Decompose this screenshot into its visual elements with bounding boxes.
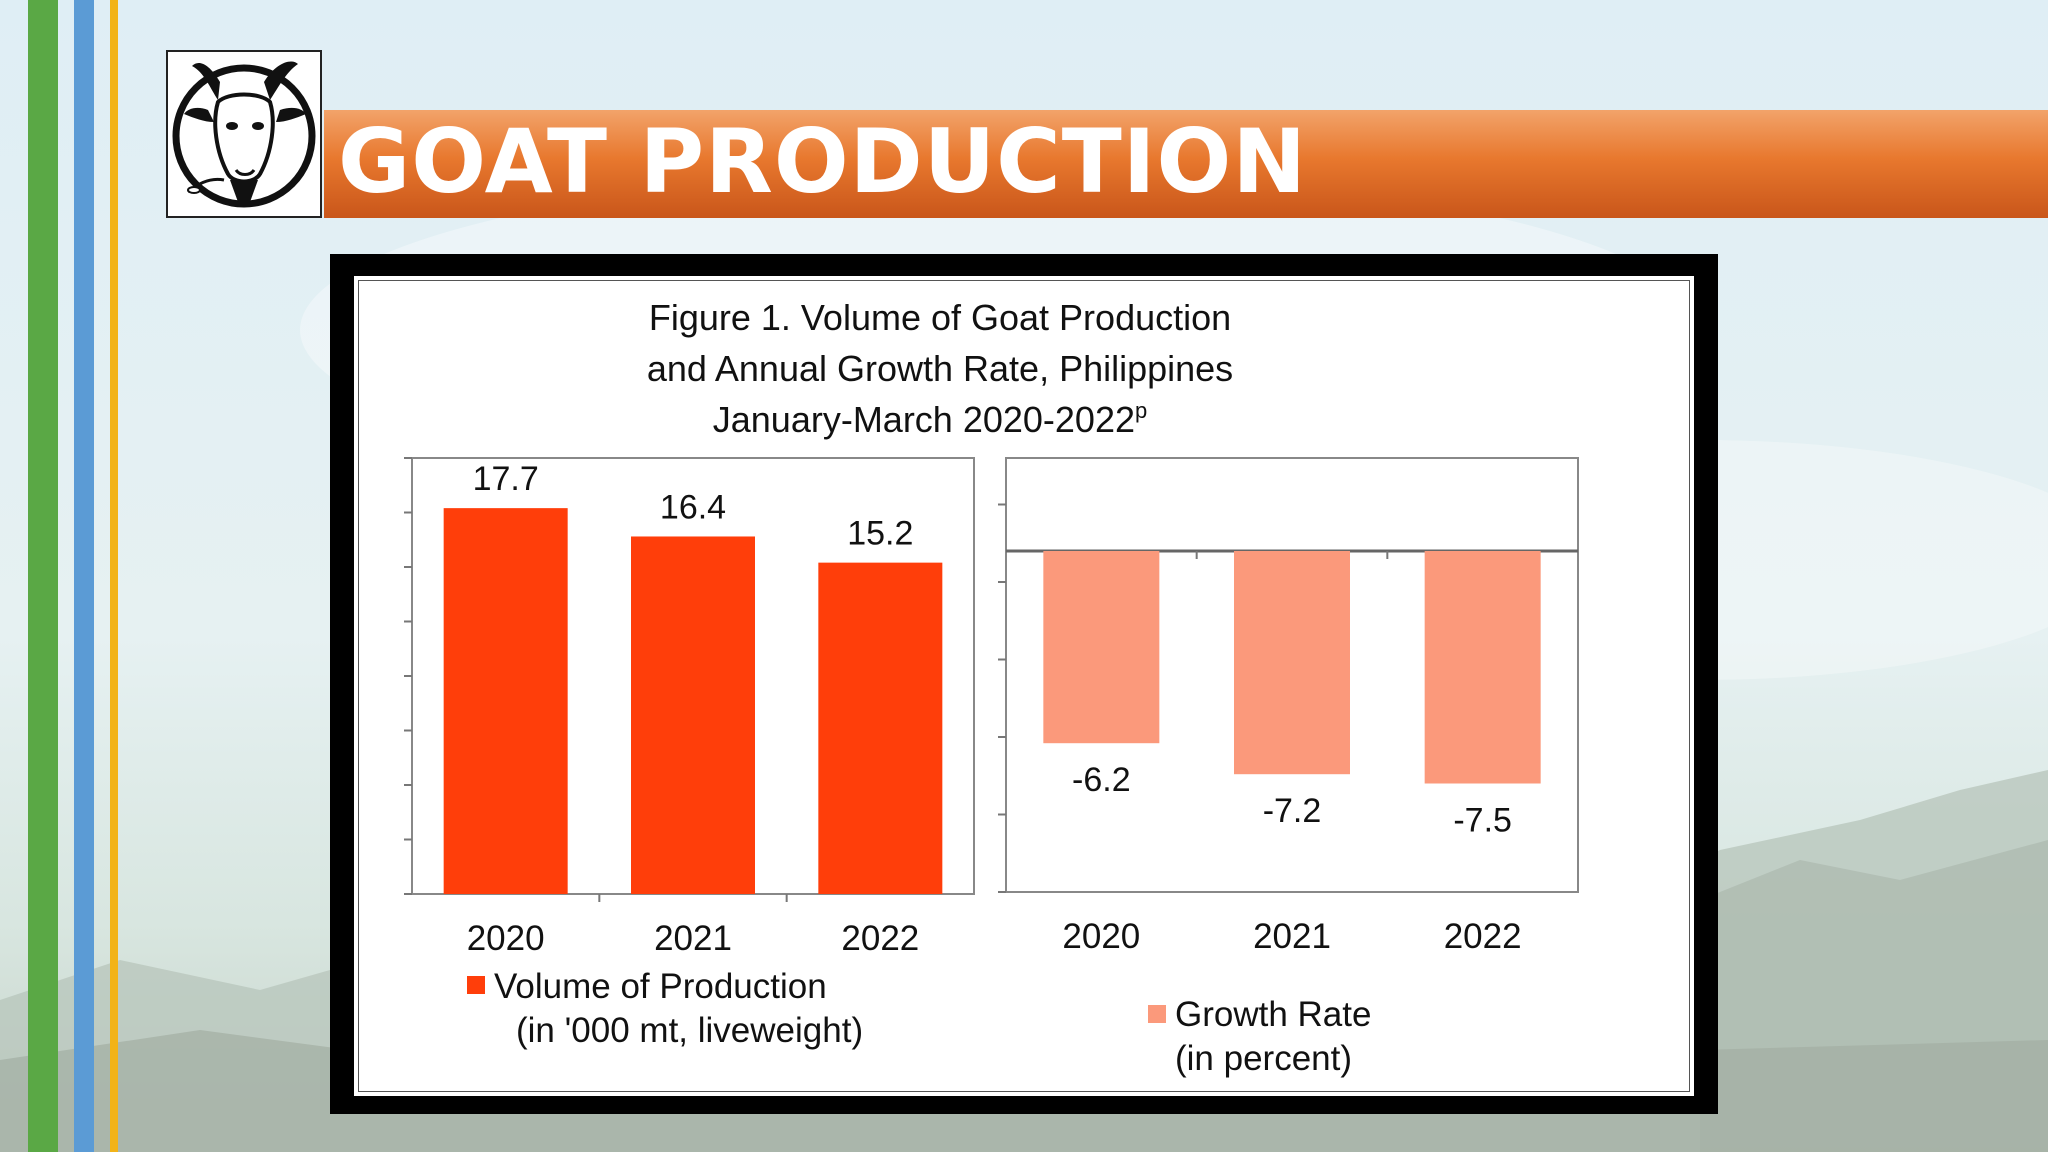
volume-chart: 17.7 2020 16.4 2021 15.2 2022	[404, 457, 975, 958]
figure-title-line-2: and Annual Growth Rate, Philippines	[647, 348, 1233, 389]
volume-category-label-2022: 2022	[841, 919, 919, 958]
volume-data-label-2021: 16.4	[660, 488, 726, 526]
volume-legend-swatch	[467, 976, 485, 994]
growth-legend-line-2: (in percent)	[1175, 1039, 1352, 1078]
growth-bar-2021	[1234, 551, 1350, 775]
figure-title-line-3-main: January-March 2020-2022	[713, 399, 1135, 440]
growth-category-label-2020: 2020	[1062, 917, 1140, 956]
growth-rate-chart: -6.2 2020 -7.2 2021 -7.5 2022	[998, 457, 1579, 956]
volume-data-label-2020: 17.7	[473, 460, 539, 498]
growth-legend-swatch	[1148, 1005, 1166, 1023]
growth-legend-line-1: Growth Rate	[1175, 995, 1371, 1034]
page-title: GOAT PRODUCTION	[338, 110, 1307, 213]
volume-data-label-2022: 15.2	[847, 515, 913, 553]
volume-bar-2022	[818, 562, 943, 894]
goat-head-icon	[172, 61, 316, 208]
figure-title-line-3: January-March 2020-2022p	[713, 398, 1148, 440]
growth-category-label-2022: 2022	[1444, 917, 1522, 956]
figure-title-superscript: p	[1135, 398, 1147, 423]
volume-legend-line-2: (in '000 mt, liveweight)	[516, 1011, 863, 1050]
growth-category-label-2021: 2021	[1253, 917, 1331, 956]
growth-data-label-2020: -6.2	[1072, 761, 1131, 799]
volume-legend: Volume of Production (in '000 mt, livewe…	[467, 967, 863, 1050]
volume-bar-2021	[631, 536, 755, 894]
figure-border	[358, 280, 1690, 1092]
volume-category-label-2021: 2021	[654, 919, 732, 958]
title-band	[324, 110, 2048, 218]
figure-title-line-1: Figure 1. Volume of Goat Production	[649, 297, 1231, 338]
accent-stripe-yellow	[110, 0, 118, 1152]
volume-category-label-2020: 2020	[467, 919, 545, 958]
growth-bar-2022	[1424, 551, 1541, 784]
growth-legend: Growth Rate (in percent)	[1148, 995, 1371, 1078]
volume-legend-line-1: Volume of Production	[494, 967, 827, 1006]
growth-data-label-2021: -7.2	[1263, 792, 1322, 830]
volume-bar-2020	[443, 508, 568, 894]
growth-bar-2020	[1043, 551, 1160, 744]
growth-data-label-2022: -7.5	[1453, 802, 1512, 840]
goat-logo	[166, 50, 322, 218]
accent-stripe-blue	[74, 0, 94, 1152]
accent-stripe-green	[28, 0, 58, 1152]
